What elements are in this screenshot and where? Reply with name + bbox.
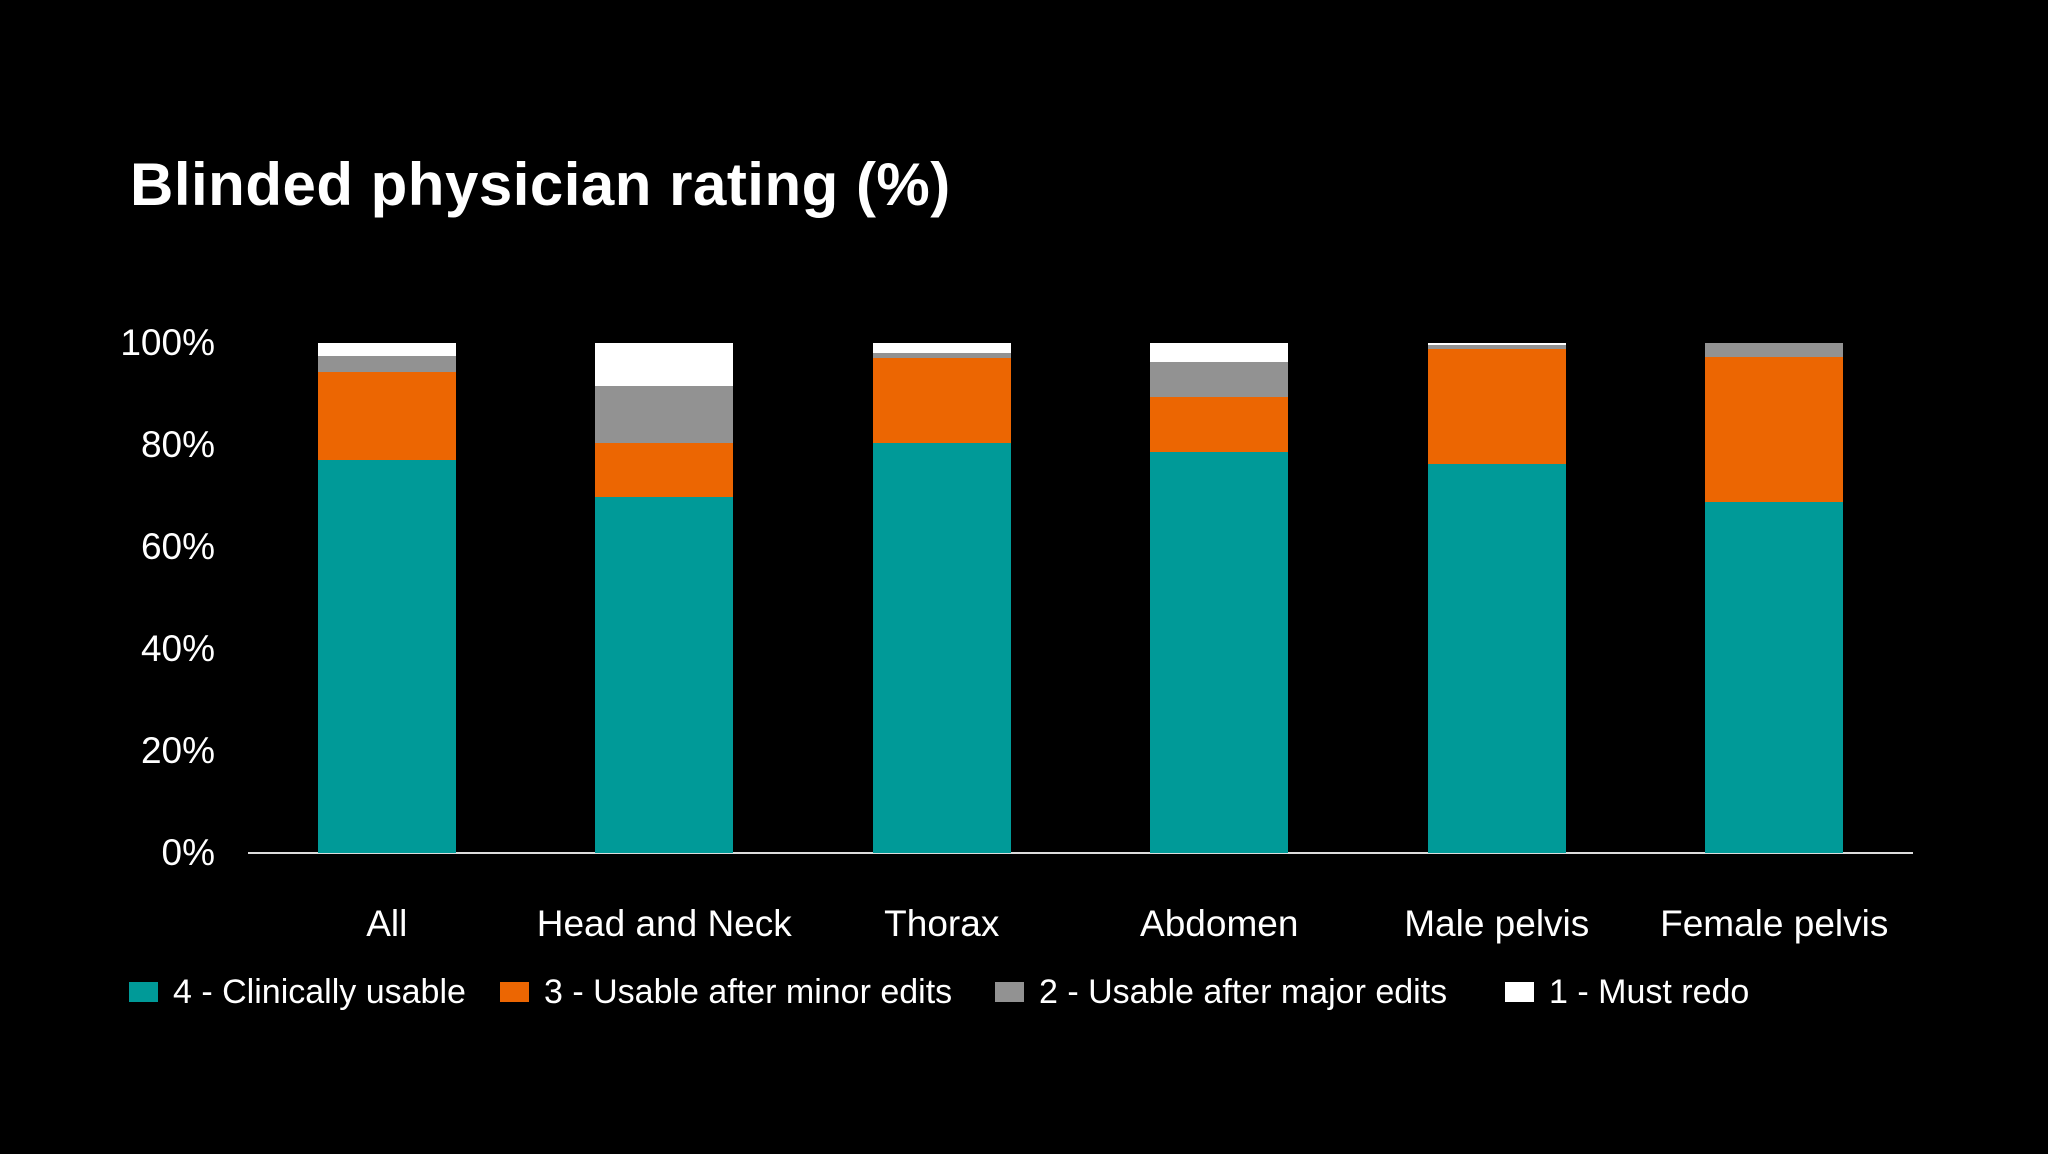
y-tick-label: 0%	[161, 832, 215, 873]
y-tick-label: 80%	[140, 424, 215, 465]
bar-segment	[1705, 502, 1844, 853]
bar-segment	[595, 497, 734, 853]
x-tick-label: Abdomen	[1140, 903, 1299, 944]
bar-segment	[1427, 464, 1566, 853]
bar-segment	[595, 385, 734, 444]
bar-segment	[317, 343, 456, 357]
x-tick-label: Female pelvis	[1660, 903, 1889, 944]
x-tick-label: All	[366, 903, 408, 944]
bar-segment	[872, 442, 1011, 853]
bar-segment	[317, 356, 456, 372]
legend-item: 3 - Usable after minor edits	[500, 972, 952, 1012]
bar-all	[317, 343, 456, 853]
bar-segment	[595, 343, 734, 386]
bar-segment	[1427, 343, 1566, 346]
bar-segment	[1150, 343, 1289, 363]
bar-segment	[1705, 357, 1844, 503]
bar-thorax	[872, 343, 1011, 853]
bar-female-pelvis	[1705, 343, 1844, 853]
bar-segment	[872, 357, 1011, 443]
y-tick-label: 100%	[120, 322, 215, 363]
legend-label: 1 - Must redo	[1549, 972, 1750, 1011]
y-tick-label: 60%	[140, 526, 215, 567]
bar-head-and-neck	[595, 343, 734, 853]
x-tick-label: Head and Neck	[536, 903, 792, 944]
legend-swatch-icon	[1505, 982, 1534, 1002]
bar-segment	[1150, 452, 1289, 853]
x-tick-label: Male pelvis	[1404, 903, 1590, 944]
bar-segment	[872, 353, 1011, 358]
x-tick-label: Thorax	[884, 903, 1000, 944]
bar-male-pelvis	[1427, 343, 1566, 853]
legend-swatch-icon	[995, 982, 1024, 1002]
y-tick-label: 40%	[140, 628, 215, 669]
legend-label: 3 - Usable after minor edits	[544, 972, 953, 1011]
legend-swatch-icon	[129, 982, 158, 1002]
y-tick-label: 20%	[140, 730, 215, 771]
bar-segment	[1705, 343, 1844, 358]
bar-abdomen	[1150, 343, 1289, 853]
bar-segment	[317, 460, 456, 853]
legend-item: 4 - Clinically usable	[129, 972, 466, 1012]
bar-segment	[595, 443, 734, 498]
legend-item: 2 - Usable after major edits	[995, 972, 1447, 1012]
x-axis-line	[248, 852, 1913, 854]
legend-swatch-icon	[500, 982, 529, 1002]
bar-segment	[872, 343, 1011, 354]
legend-item: 1 - Must redo	[1505, 972, 1749, 1012]
bar-segment	[1427, 349, 1566, 465]
legend-label: 4 - Clinically usable	[173, 972, 466, 1011]
legend-label: 2 - Usable after major edits	[1039, 972, 1448, 1011]
bar-segment	[1150, 397, 1289, 453]
bar-segment	[317, 371, 456, 461]
chart-title: Blinded physician rating (%)	[130, 151, 951, 218]
bar-segment	[1427, 345, 1566, 350]
bar-segment	[1150, 362, 1289, 398]
